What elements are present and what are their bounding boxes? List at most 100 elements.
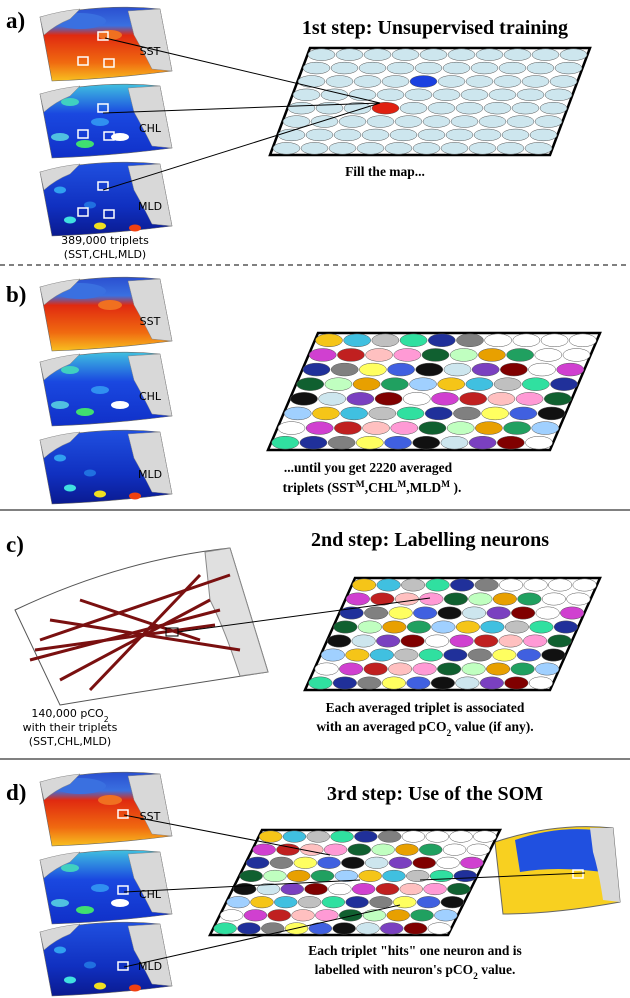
neuron	[351, 634, 376, 648]
land	[39, 85, 81, 113]
neuron	[252, 843, 276, 856]
neuron	[386, 909, 410, 922]
neuron	[409, 75, 438, 88]
neuron	[263, 869, 287, 882]
neuron	[504, 620, 529, 634]
link	[419, 872, 586, 881]
neuron	[479, 676, 504, 690]
text-part: Each triplet "hits" one neuron and is	[308, 943, 522, 958]
neuron	[402, 392, 431, 406]
blob	[64, 484, 76, 492]
panel-label: c)	[6, 532, 24, 557]
neuron	[391, 48, 420, 61]
neuron	[436, 856, 460, 869]
text-part: 2	[473, 972, 478, 982]
sample-box	[77, 207, 89, 217]
neuron	[320, 88, 349, 101]
neuron	[409, 377, 437, 391]
panel-label: d)	[6, 780, 26, 805]
map: MLD	[39, 429, 173, 505]
neuron	[516, 648, 541, 662]
neuron	[434, 909, 458, 922]
caption: Each triplet "hits" one neuron and is	[308, 943, 522, 958]
neuron	[258, 830, 283, 843]
neuron	[312, 406, 340, 421]
neuron	[460, 88, 489, 101]
neuron	[522, 377, 550, 391]
neuron	[540, 333, 569, 347]
blob	[76, 408, 94, 416]
track	[88, 573, 202, 692]
track	[79, 598, 201, 642]
neuron	[429, 869, 454, 882]
neuron	[333, 128, 362, 142]
neuron	[330, 362, 359, 377]
blob	[76, 140, 94, 148]
land	[590, 828, 620, 902]
neuron	[363, 48, 392, 61]
neuron	[442, 61, 471, 75]
neuron	[376, 578, 401, 592]
neuron	[297, 896, 322, 909]
sample-box	[103, 58, 115, 68]
neuron	[352, 578, 377, 592]
text-part: (SST,CHL,MLD)	[64, 248, 146, 261]
neuron	[497, 436, 525, 450]
neuron	[437, 662, 462, 676]
blob	[98, 795, 122, 805]
neuron	[280, 883, 304, 896]
neuron	[395, 843, 419, 856]
neuron	[499, 578, 524, 592]
neuron	[317, 856, 341, 869]
link	[102, 102, 381, 114]
neuron	[534, 115, 563, 128]
link	[102, 102, 381, 191]
neuron	[352, 377, 381, 391]
neuron	[292, 88, 321, 101]
neuron	[369, 648, 394, 662]
neuron	[509, 406, 538, 421]
land	[127, 85, 173, 149]
map: CHL	[39, 351, 173, 427]
neuron	[354, 830, 378, 843]
blob	[91, 884, 109, 892]
neuron	[302, 61, 331, 75]
neuron	[388, 662, 413, 676]
neuron	[346, 392, 375, 406]
neuron	[351, 883, 376, 896]
sample-box	[117, 809, 129, 819]
neuron	[503, 421, 531, 435]
neuron	[401, 830, 426, 843]
neuron	[556, 362, 585, 377]
panel-title: 3rd step: Use of the SOM	[327, 783, 543, 805]
neuron	[353, 75, 382, 88]
sample-box	[103, 131, 115, 141]
text-part: 2nd step: Labelling neurons	[311, 529, 549, 551]
neuron	[368, 406, 397, 421]
blob	[111, 401, 129, 409]
blob	[64, 976, 76, 984]
neuron	[300, 142, 329, 155]
text-part: 140,000 pCO	[31, 707, 104, 720]
neuron	[377, 830, 402, 843]
neuron	[297, 75, 326, 88]
neuron	[291, 909, 315, 922]
neuron	[468, 436, 497, 450]
sample-box	[97, 31, 109, 41]
neuron	[358, 61, 387, 75]
neuron	[449, 830, 473, 843]
neuron	[475, 48, 504, 61]
footnote: (SST,CHL,MLD)	[29, 735, 111, 748]
neuron	[548, 578, 573, 592]
neuron	[290, 392, 318, 406]
neuron	[568, 333, 597, 347]
map: SST	[39, 771, 173, 847]
neuron	[418, 648, 443, 662]
neuron	[510, 662, 535, 676]
neuron	[550, 377, 578, 391]
neuron	[543, 392, 572, 406]
track	[29, 608, 221, 662]
neuron	[427, 333, 456, 347]
neuron	[376, 88, 405, 101]
neuron	[327, 634, 352, 648]
